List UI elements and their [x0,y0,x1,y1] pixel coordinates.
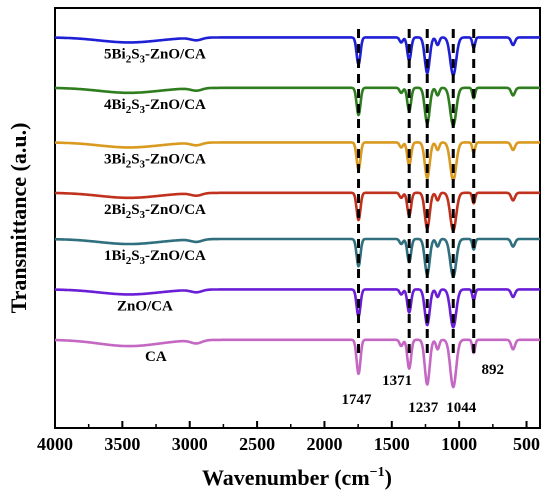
peak-marker-layer [357,29,476,357]
peak-label-1044: 1044 [446,400,477,416]
x-tick-label-3000: 3000 [172,434,208,454]
peak-label-layer: 1747 1371 1237 1044 892 [342,362,504,416]
series-line-5 [54,237,541,279]
peak-label-1237: 1237 [408,400,439,416]
peak-label-1747: 1747 [342,392,373,408]
series-label-6: ZnO/CA [117,298,173,314]
y-axis-title: Transmittance (a.u.) [6,123,31,314]
series-label-4: 2Bi2S3-ZnO/CA [104,202,206,221]
peak-label-892: 892 [481,362,504,378]
series-line-1 [54,36,541,77]
series-layer [54,36,541,389]
series-line-4 [54,191,541,232]
series-line-2 [54,86,541,127]
x-axis-title-sup: −1 [370,465,385,480]
x-tick-label-500: 500 [513,434,540,454]
x-tick-label-3500: 3500 [104,434,140,454]
series-label-layer: 5Bi2S3-ZnO/CA 4Bi2S3-ZnO/CA 3Bi2S3-ZnO/CA 2… [104,46,206,364]
series-line-7 [54,338,541,389]
x-tick-label-2500: 2500 [239,434,275,454]
peak-label-1371: 1371 [382,373,412,389]
x-tick-label-1000: 1000 [441,434,477,454]
series-label-3: 3Bi2S3-ZnO/CA [104,151,206,170]
x-axis-title: Wavenumber (cm−1) [202,465,392,490]
series-label-2: 4Bi2S3-ZnO/CA [104,97,206,116]
plot-frame [54,7,541,429]
series-line-3 [54,141,541,182]
x-tick-layer: 4000 3500 3000 2500 2000 1500 1000 500 [37,421,540,454]
x-tick-label-2000: 2000 [306,434,342,454]
series-line-6 [54,288,541,329]
series-label-5: 1Bi2S3-ZnO/CA [104,248,206,267]
x-tick-label-1500: 1500 [374,434,410,454]
x-tick-label-4000: 4000 [37,434,73,454]
series-label-1: 5Bi2S3-ZnO/CA [104,46,206,65]
series-label-7: CA [145,349,167,365]
